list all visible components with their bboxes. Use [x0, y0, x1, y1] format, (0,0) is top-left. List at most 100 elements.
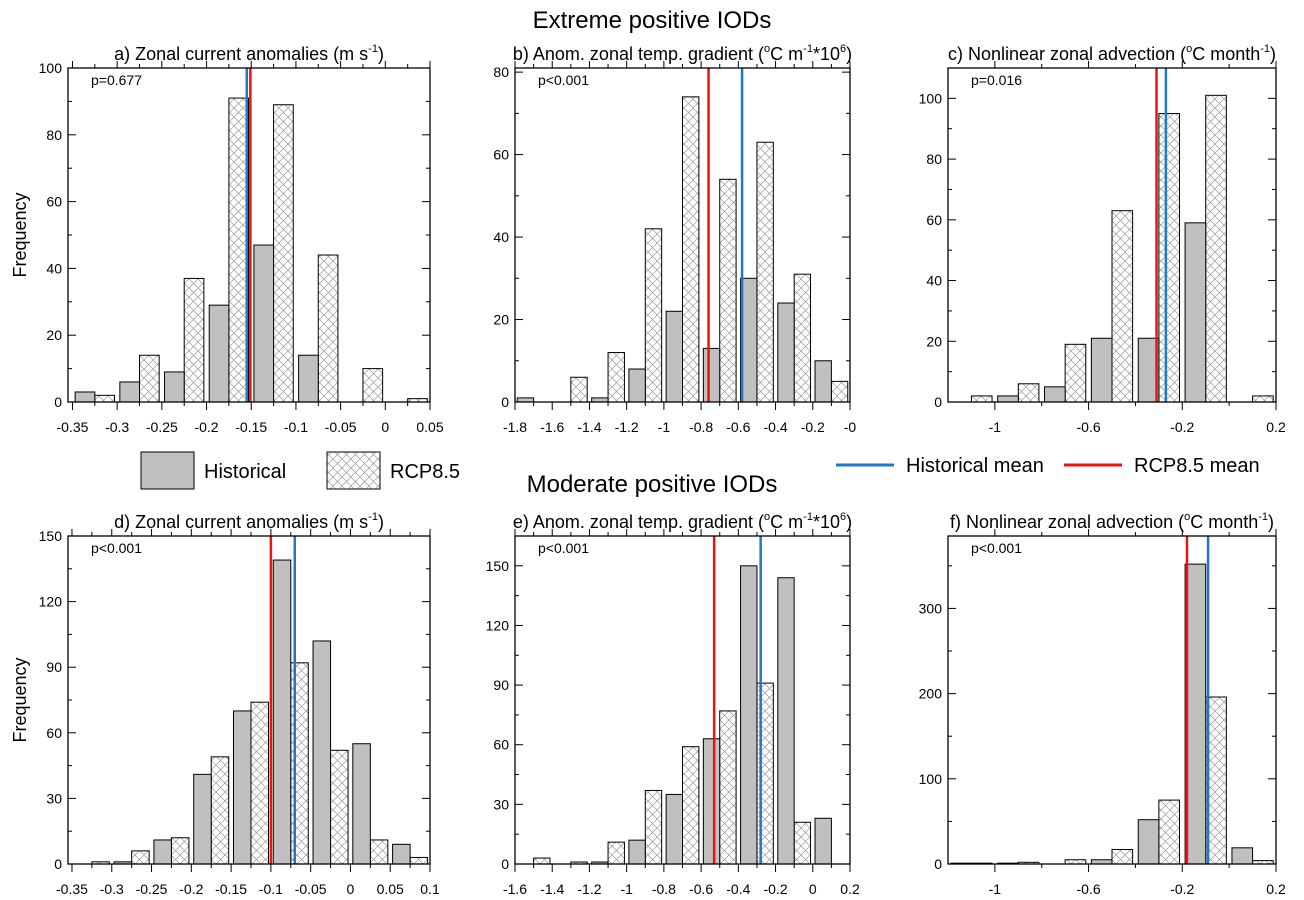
legend-rcp85-label: RCP8.5	[390, 461, 460, 483]
x-tick-label: -0.05	[325, 419, 357, 435]
title-text: C month	[1192, 44, 1260, 64]
title-superscript: 6	[840, 511, 846, 523]
y-tick-label: 200	[919, 686, 943, 702]
x-tick-label: -0.15	[235, 419, 267, 435]
x-tick-label: 0.2	[1266, 881, 1286, 897]
bar-historical	[665, 310, 683, 403]
y-tick-label: 150	[486, 558, 510, 574]
x-tick-label: -0.3	[100, 881, 124, 897]
bar-historical	[997, 395, 1019, 403]
x-tick-label: -0.05	[295, 881, 327, 897]
bar-historical	[665, 793, 683, 865]
bar-rcp85	[793, 821, 812, 865]
bar-rcp85	[756, 682, 774, 865]
x-tick-label: -1.2	[615, 419, 639, 435]
title-superscript: -1	[803, 511, 813, 523]
y-tick-label: 30	[493, 796, 509, 812]
legend-historical-mean-label: Historical mean	[906, 455, 1044, 477]
panel-title: b) Anom. zonal temp. gradient (oC m-1*10…	[513, 43, 852, 64]
y-tick-label: 60	[493, 737, 509, 753]
title-text: )	[378, 44, 384, 64]
x-tick-label: -1	[989, 881, 1002, 897]
x-tick-label: -0.3	[105, 419, 129, 435]
bar-rcp85	[1017, 383, 1040, 403]
bar-rcp85	[756, 141, 774, 403]
bar-rcp85	[719, 178, 737, 403]
bar-rcp85	[607, 841, 625, 865]
x-tick-label: -0.8	[652, 881, 676, 897]
y-tick-label: 90	[46, 659, 62, 675]
x-tick-label: -0.2	[1170, 881, 1194, 897]
x-tick-label: 0.2	[1266, 419, 1286, 435]
y-tick-label: 120	[39, 594, 63, 610]
bar-rcp85	[317, 254, 339, 403]
bar-rcp85	[830, 380, 849, 403]
bar-historical	[1231, 847, 1254, 865]
bar-rcp85	[1111, 849, 1134, 865]
panel-a: 0 20 40 60 80 100 -0.35 -0.3 -0.25 -0.2 -0.15 -0.1 -…	[10, 43, 444, 435]
bar-historical	[119, 381, 141, 403]
bar-rcp85	[970, 395, 993, 403]
y-tick-label: 0	[54, 856, 62, 872]
x-tick-label: -0.35	[56, 881, 88, 897]
x-tick-label: -1.6	[503, 881, 527, 897]
bar-rcp85	[1158, 113, 1180, 403]
bar-rcp85	[1158, 799, 1180, 865]
x-tick-label: -0.2	[179, 881, 203, 897]
bar-rcp85	[273, 104, 294, 403]
bar-historical	[272, 559, 292, 865]
bar-rcp85	[719, 710, 737, 865]
y-tick-label: 80	[493, 64, 509, 80]
x-tick-label: -0.15	[215, 881, 247, 897]
title-text: )	[1268, 512, 1274, 532]
bar-historical	[208, 304, 230, 403]
x-tick-label: 0.05	[416, 419, 443, 435]
y-axis-label: Frequency	[10, 657, 30, 742]
bar-historical	[814, 817, 832, 865]
bar-historical	[702, 738, 721, 865]
x-tick-label: 0	[809, 881, 817, 897]
x-tick-label: -0.2	[801, 419, 825, 435]
bar-historical	[298, 354, 319, 403]
x-tick-label: -1	[620, 881, 633, 897]
legend-rcp85-mean-label: RCP8.5 mean	[1134, 455, 1260, 477]
x-tick-label: -1.4	[540, 881, 564, 897]
title-superscript: o	[764, 511, 770, 523]
title-text: d) Zonal current anomalies (m s	[114, 512, 368, 532]
plot-frame	[947, 67, 1277, 403]
panel-title: a) Zonal current anomalies (m s-1)	[114, 43, 384, 64]
bar-historical	[702, 347, 721, 403]
x-tick-label: -0.25	[136, 881, 168, 897]
bar-rcp85	[533, 857, 551, 865]
y-tick-label: 20	[46, 327, 62, 343]
bar-rcp85	[369, 839, 389, 865]
p-value-annotation: p=0.016	[971, 72, 1022, 88]
title-superscript: o	[1186, 43, 1192, 55]
bar-historical	[628, 839, 646, 865]
title-superscript: 6	[840, 43, 846, 55]
bar-historical	[312, 640, 332, 865]
panel-d: 0 30 60 90 120 150 -0.35 -0.3 -0.25 -0.2 -0.15 -0.1…	[10, 511, 440, 897]
panel-title: d) Zonal current anomalies (m s-1)	[114, 511, 384, 532]
bar-historical	[164, 371, 185, 403]
y-tick-label: 20	[493, 312, 509, 328]
x-tick-label: 0	[347, 881, 355, 897]
y-tick-label: 120	[486, 617, 510, 633]
y-tick-label: 60	[46, 725, 62, 741]
bar-historical	[232, 710, 252, 865]
title-superscript: -1	[803, 43, 813, 55]
bar-historical	[740, 565, 758, 865]
x-tick-label: -1	[989, 419, 1002, 435]
y-tick-label: 80	[46, 127, 62, 143]
bar-rcp85	[362, 368, 384, 403]
y-tick-label: 0	[501, 856, 509, 872]
title-text: )	[1270, 44, 1276, 64]
y-tick-label: 60	[46, 194, 62, 210]
bar-rcp85	[131, 850, 150, 865]
x-tick-label: -0.8	[689, 419, 713, 435]
panel-title: c) Nonlinear zonal advection (oC month-1…	[948, 43, 1276, 64]
y-tick-label: 0	[934, 856, 942, 872]
bar-rcp85	[1205, 94, 1227, 403]
bar-historical	[1090, 337, 1113, 403]
